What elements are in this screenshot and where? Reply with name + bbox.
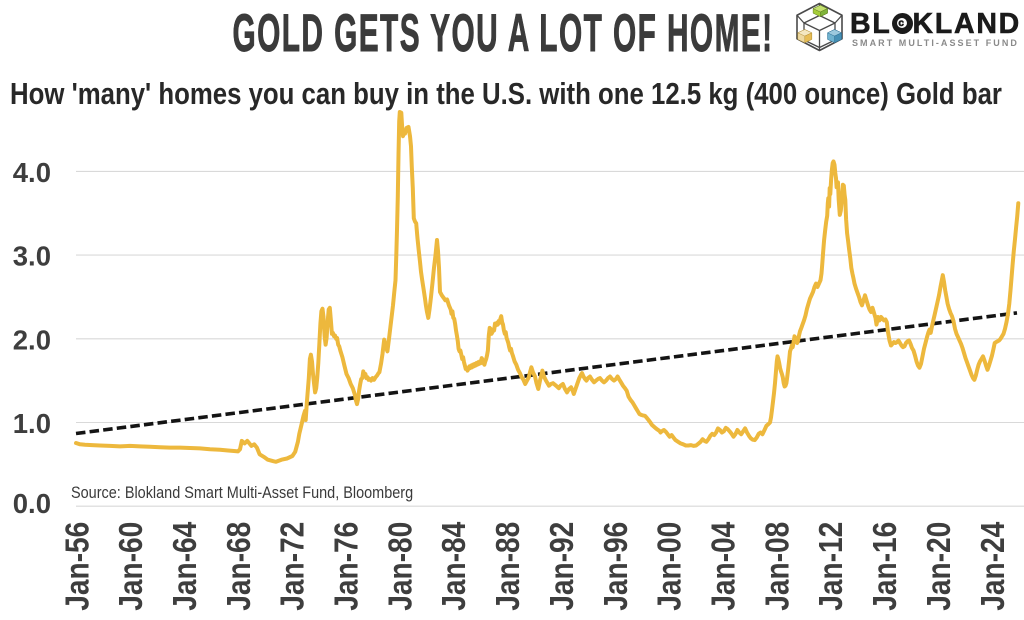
svg-text:Jan-12: Jan-12 — [812, 522, 849, 611]
svg-text:Jan-16: Jan-16 — [866, 522, 903, 611]
svg-text:Jan-64: Jan-64 — [166, 521, 203, 611]
svg-text:Jan-84: Jan-84 — [435, 521, 472, 611]
svg-text:4.0: 4.0 — [13, 157, 51, 188]
svg-text:Jan-96: Jan-96 — [597, 522, 634, 611]
svg-text:Jan-60: Jan-60 — [112, 522, 149, 611]
svg-text:Jan-92: Jan-92 — [543, 522, 580, 611]
svg-text:Jan-68: Jan-68 — [220, 522, 257, 611]
svg-text:Jan-76: Jan-76 — [328, 522, 365, 611]
svg-text:Jan-20: Jan-20 — [920, 522, 957, 611]
svg-text:Jan-04: Jan-04 — [705, 521, 742, 611]
svg-text:Jan-56: Jan-56 — [58, 522, 95, 611]
svg-text:Jan-24: Jan-24 — [974, 521, 1011, 611]
svg-text:3.0: 3.0 — [13, 241, 51, 272]
svg-text:2.0: 2.0 — [13, 324, 51, 355]
svg-text:0.0: 0.0 — [13, 488, 51, 519]
svg-text:Jan-80: Jan-80 — [381, 522, 418, 611]
svg-text:Jan-00: Jan-00 — [651, 522, 688, 611]
svg-text:Jan-08: Jan-08 — [758, 522, 795, 611]
svg-text:Jan-72: Jan-72 — [274, 522, 311, 611]
svg-text:Jan-88: Jan-88 — [489, 522, 526, 611]
svg-text:1.0: 1.0 — [13, 408, 51, 439]
